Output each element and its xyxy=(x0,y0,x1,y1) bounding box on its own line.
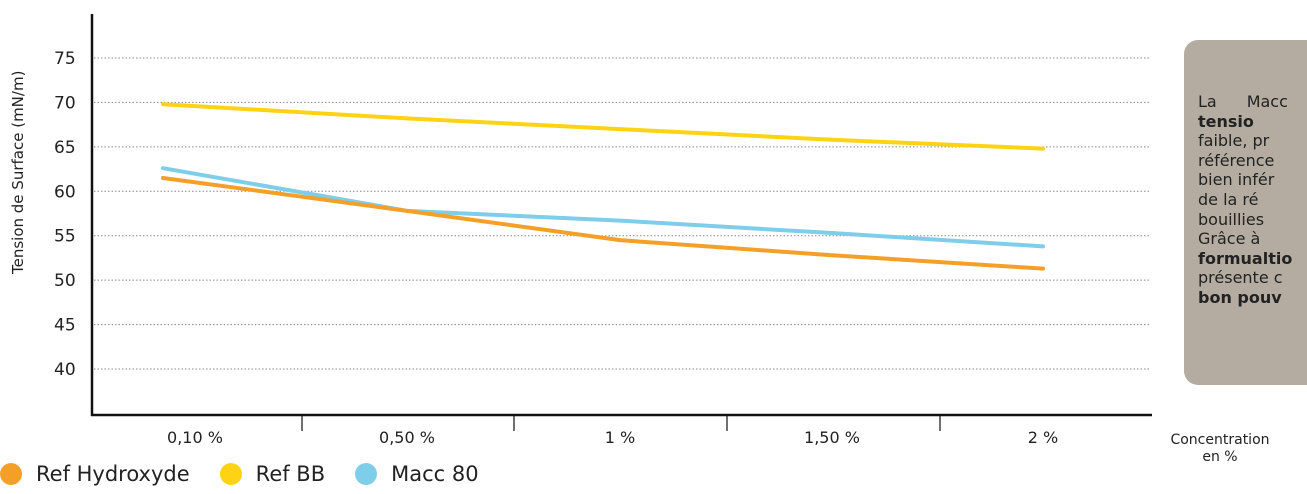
legend-swatch-ref-hydroxyde xyxy=(0,463,22,485)
x-axis-ticks: 0,10 % 0,50 % 1 % 1,50 % 2 % xyxy=(167,415,1058,447)
note-text-bold: bon pouv xyxy=(1198,288,1282,307)
gridlines xyxy=(94,58,1150,369)
note-text-bold: formualtio xyxy=(1198,249,1292,268)
legend-label-ref-hydroxyde: Ref Hydroxyde xyxy=(36,462,190,486)
series-lines xyxy=(163,104,1043,268)
x-tick-label: 0,10 % xyxy=(167,428,223,447)
y-tick-label: 40 xyxy=(54,360,76,380)
y-tick-label: 65 xyxy=(54,138,76,158)
y-tick-label: 50 xyxy=(54,271,76,291)
y-tick-label: 75 xyxy=(54,49,76,69)
note-text-segment: faible, pr référence bien infér de la ré… xyxy=(1198,131,1274,248)
y-axis-ticks: 40 45 50 55 60 65 70 75 xyxy=(54,49,76,380)
legend-label-ref-bb: Ref BB xyxy=(256,462,325,486)
legend-item-macc-80: Macc 80 xyxy=(355,462,478,486)
legend-item-ref-bb: Ref BB xyxy=(220,462,325,486)
note-text: La Macc une tensio faible, pr référence … xyxy=(1198,92,1307,308)
legend-swatch-macc-80 xyxy=(355,463,377,485)
y-tick-label: 45 xyxy=(54,316,76,336)
note-text-segment: La Macc xyxy=(1198,92,1307,111)
legend-swatch-ref-bb xyxy=(220,463,242,485)
legend-label-macc-80: Macc 80 xyxy=(391,462,478,486)
x-tick-label: 1,50 % xyxy=(804,428,860,447)
y-tick-label: 55 xyxy=(54,227,76,247)
y-tick-label: 70 xyxy=(54,93,76,113)
x-axis-unit-label: Concentration en % xyxy=(1165,432,1275,466)
legend: Ref Hydroxyde Ref BB Macc 80 xyxy=(0,458,509,490)
note-text-bold: tensio xyxy=(1198,112,1254,131)
x-axis-unit-line-2: en % xyxy=(1165,449,1275,466)
series-line-macc-80 xyxy=(163,168,1043,246)
x-axis-unit-line-1: Concentration xyxy=(1165,432,1275,449)
x-tick-label: 1 % xyxy=(605,428,635,447)
series-line-ref-bb xyxy=(163,104,1043,148)
note-text-segment: présente c xyxy=(1198,268,1283,287)
legend-item-ref-hydroxyde: Ref Hydroxyde xyxy=(0,462,190,486)
y-axis-label: Tension de Surface (mN/m) xyxy=(9,94,27,274)
y-tick-label: 60 xyxy=(54,182,76,202)
x-tick-label: 2 % xyxy=(1028,428,1058,447)
x-tick-label: 0,50 % xyxy=(379,428,435,447)
